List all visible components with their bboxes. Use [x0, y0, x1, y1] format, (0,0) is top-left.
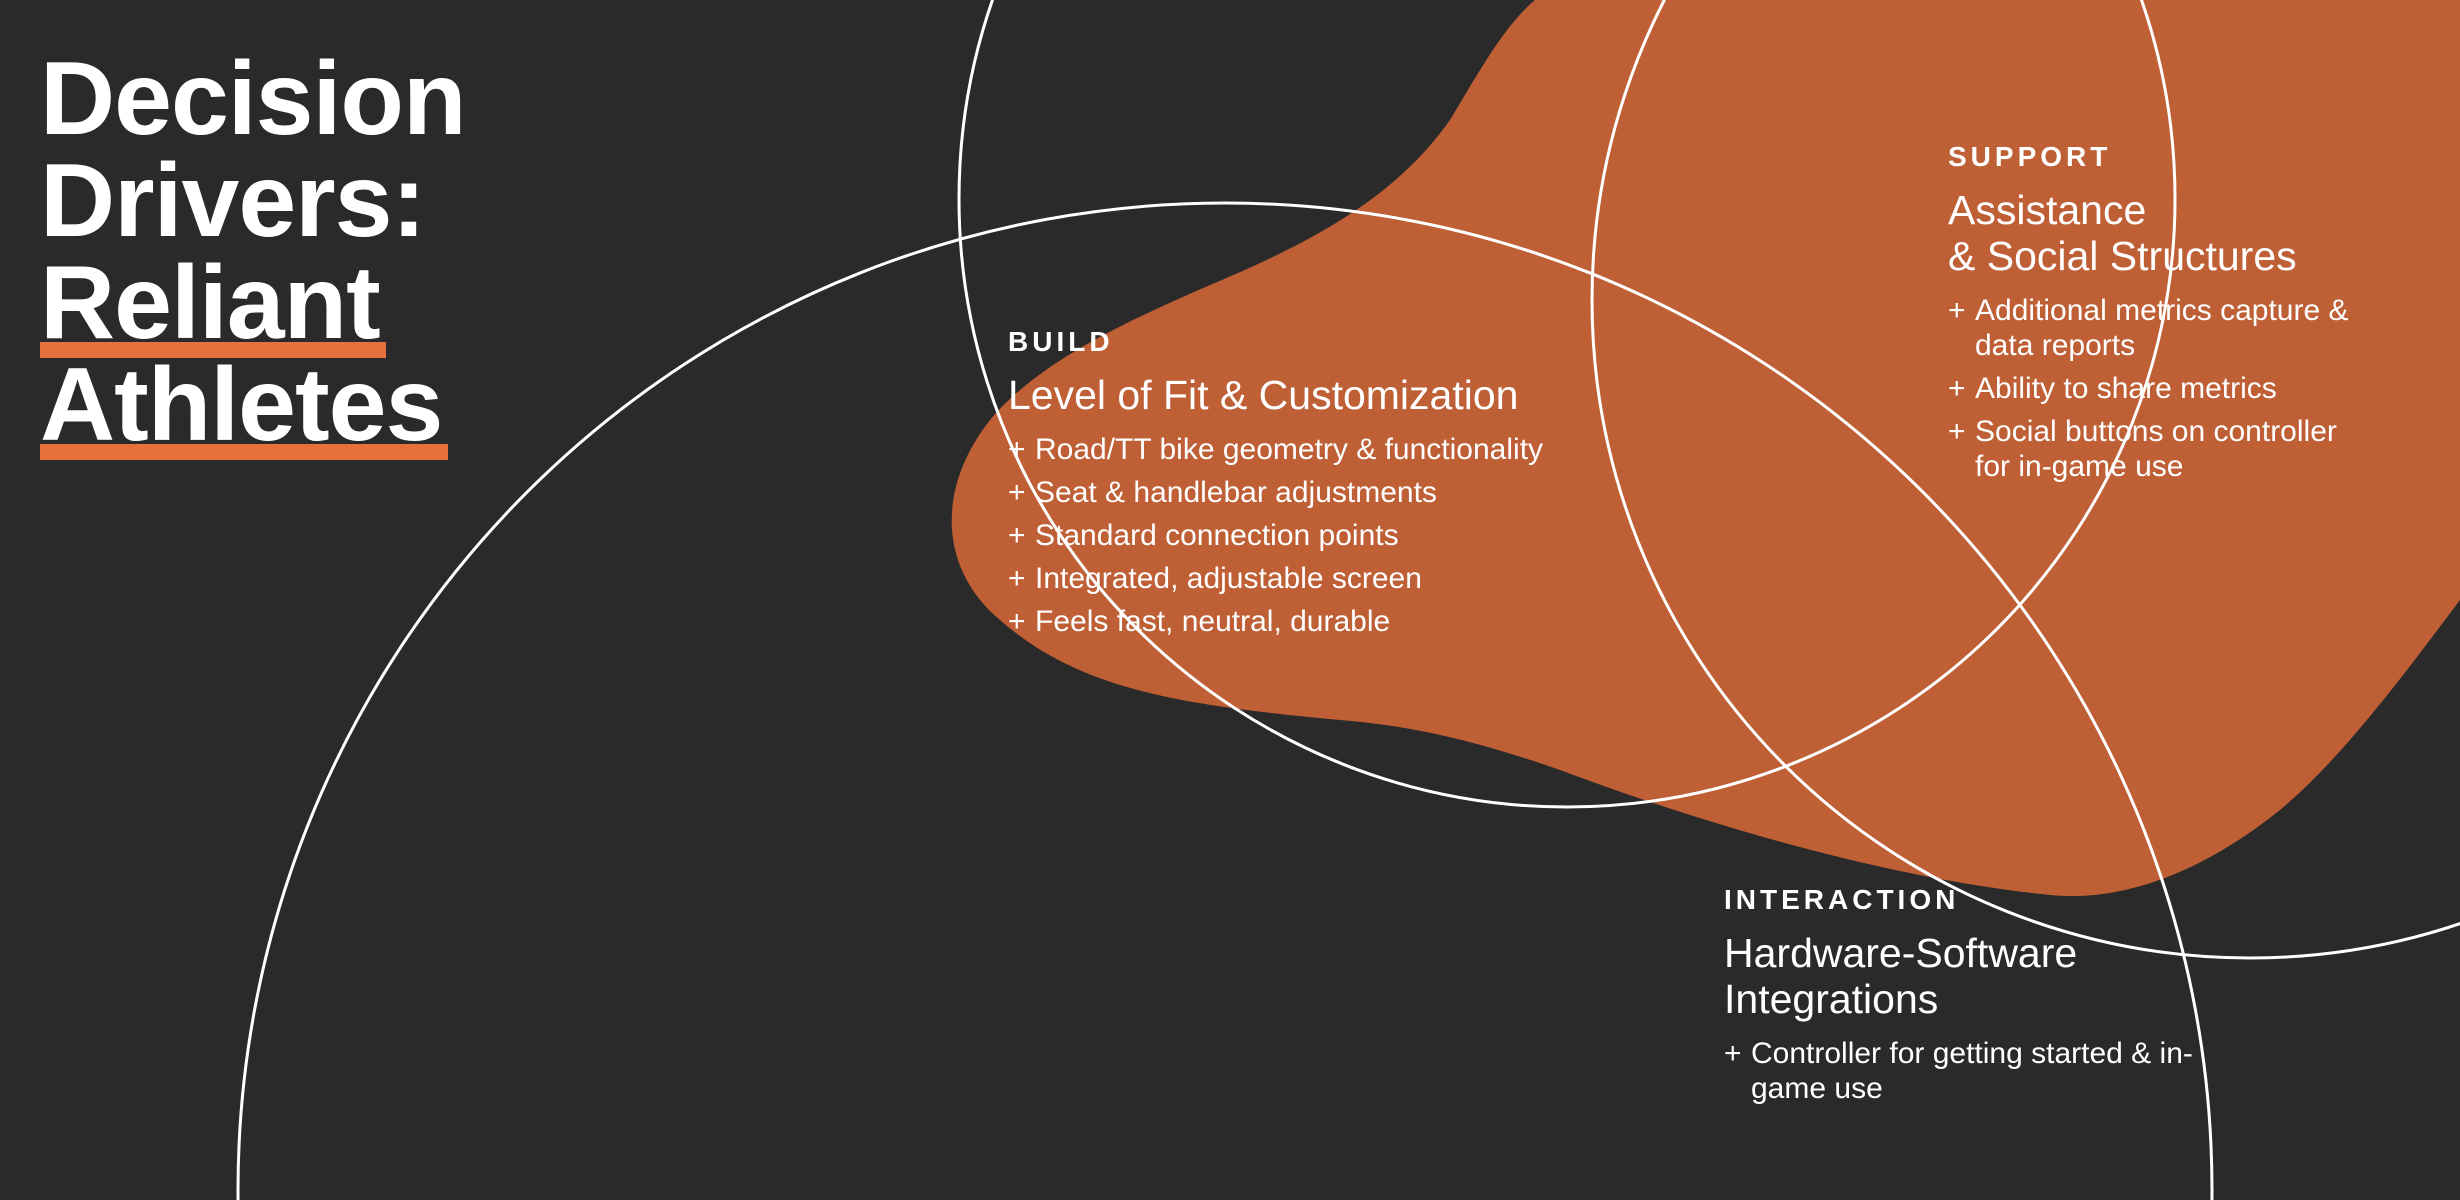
build-section: BUILD Level of Fit & Customization + Road… — [1008, 326, 1628, 647]
support-list: + Additional metrics capture & data repor… — [1948, 293, 2378, 484]
plus-icon: + — [1724, 1037, 1742, 1070]
plus-icon: + — [1948, 372, 1966, 405]
support-heading: Assistance & Social Structures — [1948, 187, 2378, 279]
title-line-3-underlined: Reliant — [40, 251, 386, 358]
title-line-3: Reliant — [40, 245, 381, 361]
list-item: + Social buttons on controller for in-gam… — [1948, 414, 2378, 484]
plus-icon: + — [1948, 294, 1966, 327]
plus-icon: + — [1008, 519, 1026, 552]
build-heading: Level of Fit & Customization — [1008, 372, 1519, 418]
plus-icon: + — [1008, 605, 1026, 638]
list-item: + Feels fast, neutral, durable — [1008, 604, 1628, 639]
interaction-section: INTERACTION Hardware-Software Integratio… — [1724, 884, 2194, 1114]
interaction-kicker: INTERACTION — [1724, 884, 1960, 915]
list-item: + Seat & handlebar adjustments — [1008, 475, 1628, 510]
list-item: + Integrated, adjustable screen — [1008, 561, 1628, 596]
build-circle — [957, 0, 2177, 809]
list-item: + Ability to share metrics — [1948, 371, 2378, 406]
plus-icon: + — [1008, 562, 1026, 595]
list-item-text: Controller for getting started & in-game… — [1751, 1037, 2193, 1105]
list-item-text: Road/TT bike geometry & functionality — [1035, 433, 1544, 466]
page-title: Decision Drivers: Reliant Athletes — [40, 41, 466, 460]
interaction-circle — [236, 201, 2214, 1200]
interaction-heading-line-1: Hardware-Software — [1724, 930, 2078, 976]
plus-icon: + — [1008, 433, 1026, 466]
plus-icon: + — [1948, 415, 1966, 448]
list-item-text: Ability to share metrics — [1975, 372, 2277, 405]
list-item-text: Standard connection points — [1035, 519, 1399, 552]
plus-icon: + — [1008, 476, 1026, 509]
list-item: + Road/TT bike geometry & functionality — [1008, 432, 1628, 467]
interaction-list: + Controller for getting started & in-gam… — [1724, 1036, 2194, 1106]
list-item: + Standard connection points — [1008, 518, 1628, 553]
orange-blob-shape — [951, 0, 2460, 897]
build-kicker: BUILD — [1008, 326, 1114, 357]
build-list: + Road/TT bike geometry & functionality +… — [1008, 432, 1628, 639]
title-line-2: Drivers: — [40, 143, 426, 259]
list-item-text: Social buttons on controller for in-game… — [1975, 415, 2337, 483]
interaction-heading: Hardware-Software Integrations — [1724, 930, 2194, 1022]
list-item-text: Feels fast, neutral, durable — [1035, 605, 1391, 638]
list-item-text: Integrated, adjustable screen — [1035, 562, 1422, 595]
list-item: + Additional metrics capture & data repor… — [1948, 293, 2378, 363]
title-line-1: Decision — [40, 41, 466, 157]
support-section: SUPPORT Assistance & Social Structures +… — [1948, 141, 2378, 492]
list-item-text: Seat & handlebar adjustments — [1035, 476, 1437, 509]
support-heading-line-2: & Social Structures — [1948, 233, 2297, 279]
title-line-4-underlined: Athletes — [40, 353, 449, 460]
list-item-text: Additional metrics capture & data report… — [1975, 294, 2349, 362]
list-item: + Controller for getting started & in-gam… — [1724, 1036, 2194, 1106]
title-line-4: Athletes — [40, 347, 443, 463]
support-circle — [1590, 0, 2460, 960]
support-heading-line-1: Assistance — [1948, 187, 2147, 233]
support-kicker: SUPPORT — [1948, 141, 2112, 172]
interaction-heading-line-2: Integrations — [1724, 976, 1939, 1022]
